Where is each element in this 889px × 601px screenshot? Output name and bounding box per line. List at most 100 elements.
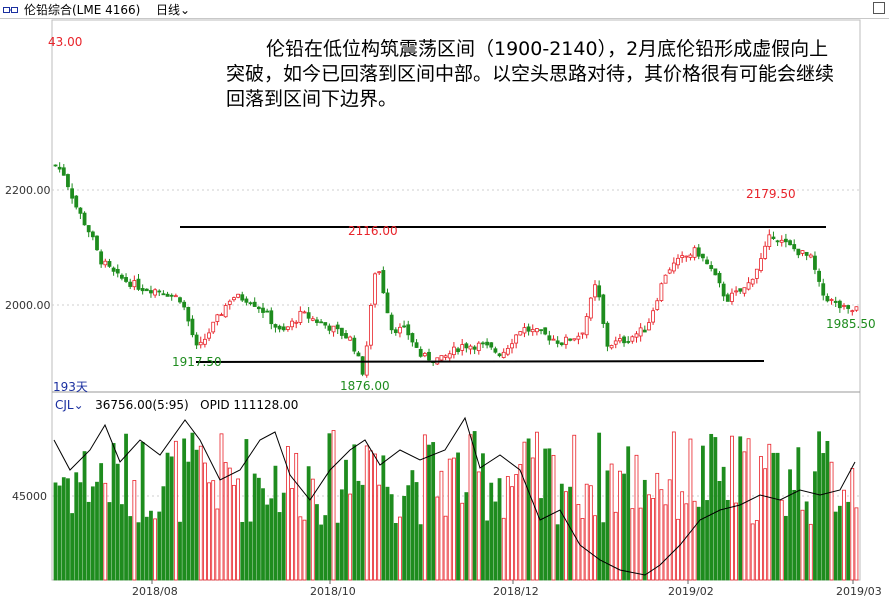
volume-bar [526,438,531,581]
volume-bar [804,501,809,581]
x-tick-2018-12: 2018/12 [493,585,539,598]
range-lower-line [195,360,765,363]
volume-bar [356,480,361,581]
candle-body [497,353,502,357]
volume-bar [584,483,589,581]
chevron-down-icon: ⌄ [73,398,84,412]
volume-bar [66,478,70,581]
volume-bar [622,473,626,581]
candle-body [792,244,797,250]
candle-body [489,342,494,348]
candle-body [157,290,162,293]
label-low-oct: 1876.00 [340,379,390,393]
candle-body [842,305,846,307]
candle-body [472,346,477,350]
plot-frame [51,19,861,581]
candle-body [78,207,83,214]
volume-bar [393,523,398,581]
volume-bar [352,444,357,581]
volume-bar [481,453,485,581]
volume-bar [111,443,116,581]
volume-bar [190,432,195,581]
volume-bar [281,492,286,581]
candle-body [721,283,726,297]
candle-body [335,324,340,330]
candle-body [779,239,784,243]
volume-bar [738,436,743,581]
candle-body [74,195,79,208]
opid-value: OPID 111128.00 [200,398,299,412]
volume-bar [285,446,290,581]
volume-bar [132,480,137,581]
volume-bar [439,470,444,581]
candle-body [198,341,203,346]
volume-bar [671,431,676,581]
candle-body [618,338,622,342]
period-selector[interactable]: 日线⌄ [156,1,190,18]
volume-bar [360,484,365,581]
candle-body [518,331,523,336]
instrument-name: 伦铅综合(LME 4166) [24,3,141,17]
indicator-selector[interactable]: CJL⌄ [55,398,84,412]
volume-bar [381,455,386,581]
volume-bar [464,492,469,581]
candle-body [149,290,153,294]
volume-bar [651,498,655,581]
candle-body [730,292,734,302]
candle-body [103,260,108,266]
candle-body [576,335,581,340]
candle-body [132,280,137,288]
volume-bar [767,443,772,581]
volume-bar [215,508,220,581]
volume-bar [227,467,232,581]
volume-bar [680,491,685,581]
candle-body [763,245,768,259]
window-restore-icon[interactable] [873,2,885,14]
candle-body [754,268,759,279]
volume-bar [854,507,859,581]
volume-bar [734,502,738,581]
candle-body [601,294,606,324]
volume-bar [157,511,162,581]
volume-bar [688,438,693,581]
y-tick-2000: 2000.00 [5,299,51,312]
candle-body [622,336,626,344]
volume-bar [277,512,282,581]
candle-body [223,305,228,318]
volume-bar [310,478,315,581]
candle-body [120,274,124,279]
candle-body [655,300,660,310]
candle-body [240,294,245,301]
volume-bar [630,508,635,581]
candle-body [564,336,568,345]
candle-body [526,326,531,332]
candle-body [821,283,826,296]
chart-title-bar: 伦铅综合(LME 4166) 日线⌄ [0,0,889,19]
candle-body [398,326,402,334]
volume-bar [427,444,431,581]
volume-bar [244,439,249,581]
volume-bar [485,520,490,581]
volume-bar [319,524,324,581]
volume-bar [211,480,216,581]
candle-body [439,355,444,361]
volume-bar [759,456,763,581]
candle-body [626,341,631,343]
volume-bar [161,486,166,581]
volume-bar [551,454,556,581]
volume-bar [207,482,211,581]
label-high-left: 43.00 [48,35,82,49]
volume-bar [431,442,436,581]
volume-bar [389,494,394,581]
candle-body [485,341,490,346]
candle-body [535,328,539,333]
volume-bar [696,506,701,581]
volume-bar [339,489,344,581]
volume-bar [796,447,801,581]
volume-bar [269,498,274,581]
candle-body [580,332,585,335]
candle-body [555,340,560,344]
candle-body [128,281,133,287]
volume-bar [377,484,382,581]
